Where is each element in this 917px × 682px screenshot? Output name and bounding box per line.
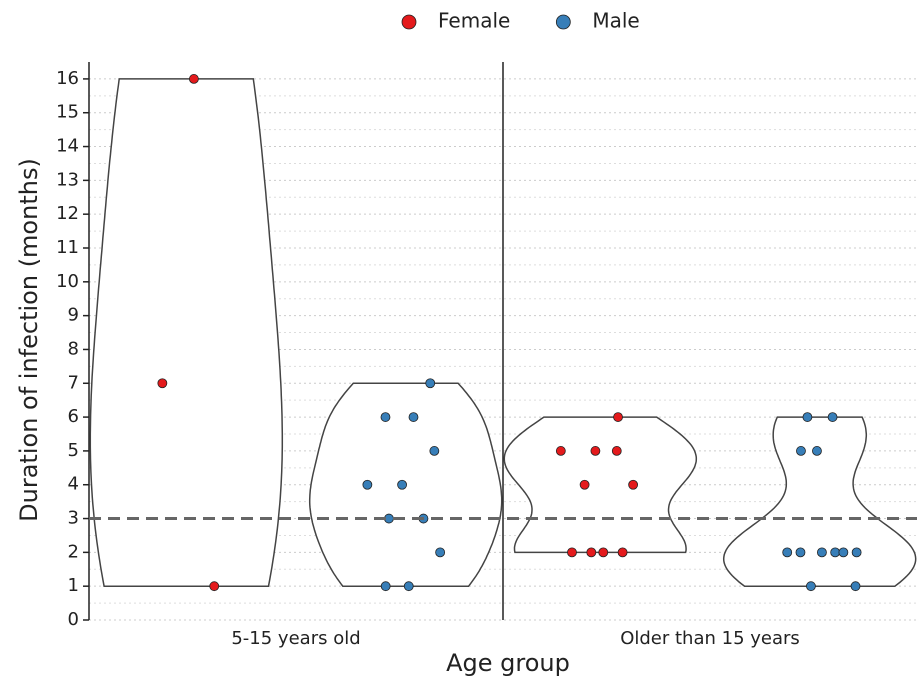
data-point (796, 446, 806, 456)
data-point (817, 547, 827, 558)
data-point (827, 412, 838, 422)
y-tick-label: 8 (68, 338, 79, 359)
data-point (851, 547, 862, 558)
y-tick-label: 9 (68, 305, 79, 326)
y-tick-label: 14 (56, 136, 79, 157)
y-tick-label: 3 (68, 508, 79, 529)
x-tick-label: 5-15 years old (231, 628, 360, 649)
data-point (403, 581, 414, 592)
data-point (380, 581, 391, 592)
data-point (598, 547, 609, 558)
data-point (209, 581, 220, 592)
y-tick-label: 7 (68, 372, 79, 393)
y-axis-label: Duration of infection (months) (15, 158, 43, 522)
data-point (613, 412, 623, 422)
data-point (397, 479, 407, 490)
y-tick-label: 2 (68, 541, 79, 562)
y-tick-label: 16 (56, 68, 79, 89)
legend-label: Female (438, 9, 510, 33)
data-point (802, 412, 813, 422)
data-point (362, 479, 373, 490)
data-point (806, 581, 816, 592)
legend-marker (555, 14, 571, 30)
data-point (567, 547, 577, 558)
data-point (429, 446, 440, 456)
y-tick-label: 12 (56, 203, 79, 224)
data-point (795, 547, 806, 558)
data-point (380, 412, 391, 422)
data-point (586, 547, 597, 558)
data-point (555, 446, 566, 456)
data-point (617, 547, 628, 558)
y-tick-label: 11 (56, 237, 79, 258)
violin (89, 78, 284, 587)
data-point (812, 446, 822, 456)
y-tick-label: 6 (68, 406, 79, 427)
data-point (782, 547, 793, 558)
y-tick-label: 10 (56, 271, 79, 292)
legend-marker (401, 14, 417, 30)
y-tick-label: 15 (56, 102, 79, 123)
data-point (188, 74, 199, 84)
legend-label: Male (592, 9, 639, 33)
data-point (408, 412, 419, 422)
data-point (435, 547, 446, 558)
data-point (611, 446, 622, 456)
x-axis-label: Age group (446, 649, 570, 677)
data-point (838, 547, 849, 558)
y-tick-label: 4 (68, 474, 79, 495)
data-point (830, 547, 841, 558)
x-tick-label: Older than 15 years (620, 628, 800, 649)
data-point (590, 446, 601, 456)
data-point (425, 378, 436, 389)
y-tick-label: 13 (56, 169, 79, 190)
y-tick-label: 0 (68, 609, 79, 630)
data-point (579, 479, 590, 490)
data-point (628, 479, 639, 490)
violin (722, 416, 917, 587)
violin (503, 416, 698, 554)
y-tick-label: 5 (68, 440, 79, 461)
data-point (850, 581, 861, 592)
data-point (157, 378, 168, 389)
y-tick-label: 1 (68, 575, 79, 596)
